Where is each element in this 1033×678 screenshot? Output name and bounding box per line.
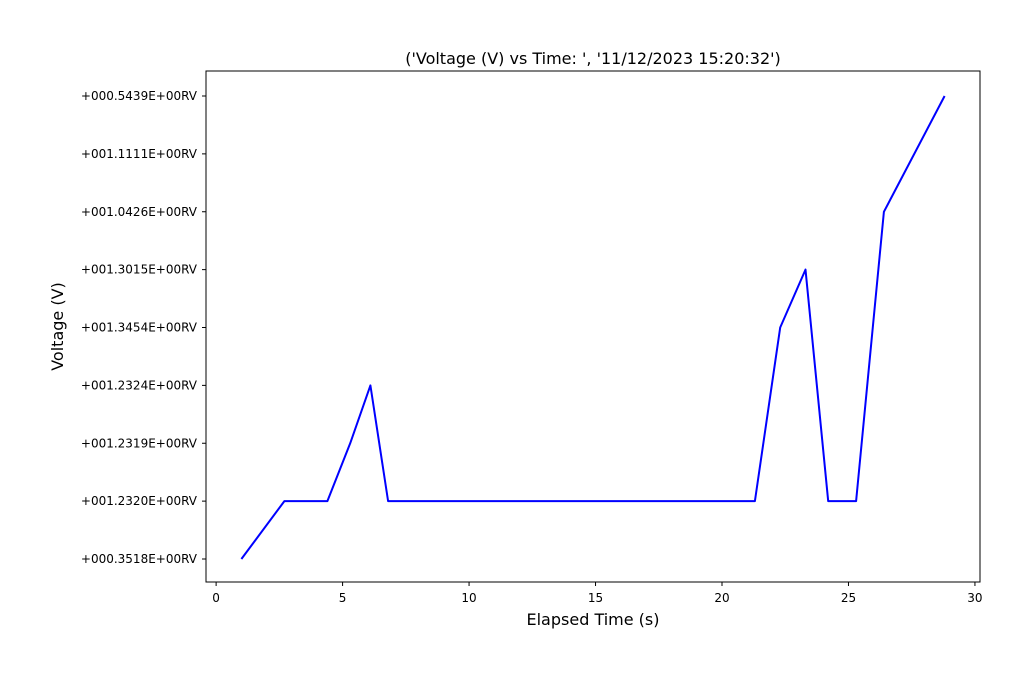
y-tick-label: +000.5439E+00RV — [81, 89, 198, 103]
x-tick-label: 0 — [212, 591, 220, 605]
y-axis-label: Voltage (V) — [48, 282, 67, 371]
y-tick-label: +001.2324E+00RV — [81, 378, 198, 392]
series-layer — [240, 95, 946, 560]
y-tick-label: +001.0426E+00RV — [81, 205, 198, 219]
x-tick-label: 10 — [461, 591, 476, 605]
chart-title: ('Voltage (V) vs Time: ', '11/12/2023 15… — [405, 49, 781, 68]
y-tick-label: +001.1111E+00RV — [81, 147, 198, 161]
y-tick-label: +001.2320E+00RV — [81, 494, 198, 508]
x-axis: 0 5 10 15 20 25 30 — [212, 582, 983, 605]
x-tick-label: 20 — [714, 591, 729, 605]
x-tick-label: 30 — [967, 591, 982, 605]
y-tick-label: +001.2319E+00RV — [81, 436, 198, 450]
y-tick-label: +000.3518E+00RV — [81, 552, 198, 566]
x-tick-label: 25 — [841, 591, 856, 605]
x-tick-label: 5 — [339, 591, 347, 605]
series-line — [240, 95, 946, 560]
y-axis: +000.3518E+00RV +001.2320E+00RV +001.2319E… — [81, 89, 206, 566]
y-tick-label: +001.3015E+00RV — [81, 263, 198, 277]
plot-area — [205, 70, 981, 583]
y-tick-label: +001.3454E+00RV — [81, 321, 198, 335]
x-tick-label: 15 — [588, 591, 603, 605]
x-axis-label: Elapsed Time (s) — [527, 610, 660, 629]
